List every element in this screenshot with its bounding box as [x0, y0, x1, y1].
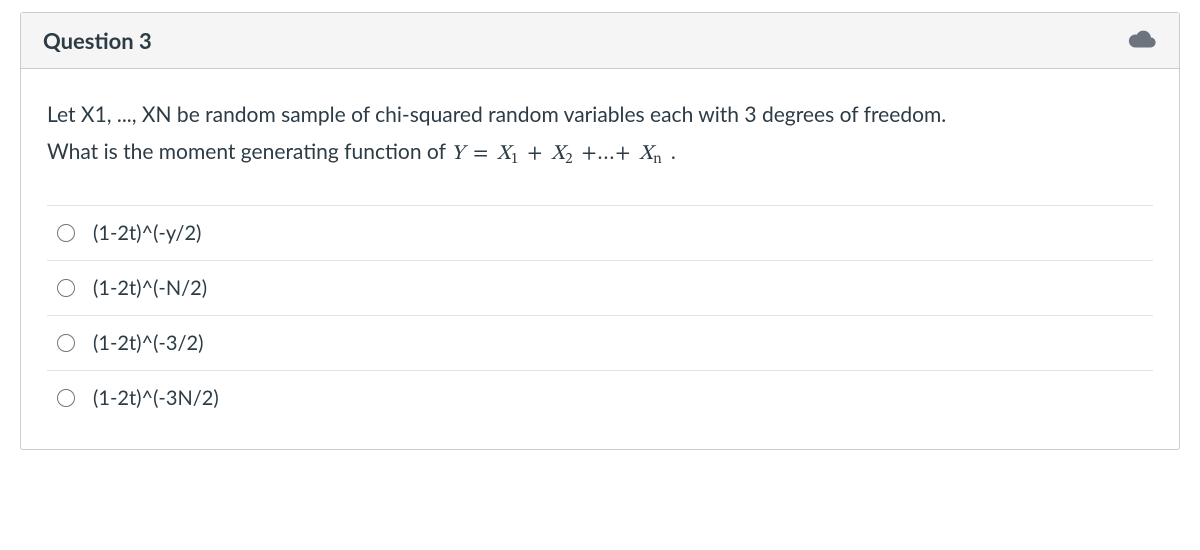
formula-sub2: 2	[565, 151, 572, 167]
prompt-prefix: What is the moment generating function o…	[47, 139, 451, 164]
option-row[interactable]: (1-2t)^(-y/2)	[47, 205, 1153, 260]
formula-period: .	[667, 143, 680, 164]
question-body: Let X1, ..., XN be random sample of chi-…	[21, 69, 1179, 449]
option-label: (1-2t)^(-3N/2)	[93, 386, 219, 410]
option-row[interactable]: (1-2t)^(-3/2)	[47, 315, 1153, 370]
formula-subn: n	[653, 151, 662, 167]
option-label: (1-2t)^(-N/2)	[93, 276, 207, 300]
formula-dots: +…+	[578, 143, 635, 164]
option-radio-4[interactable]	[57, 389, 75, 407]
option-radio-1[interactable]	[57, 224, 75, 242]
options-list: (1-2t)^(-y/2) (1-2t)^(-N/2) (1-2t)^(-3/2…	[47, 205, 1153, 439]
formula-sub1: 1	[511, 151, 518, 167]
option-radio-3[interactable]	[57, 334, 75, 352]
option-label: (1-2t)^(-y/2)	[93, 221, 201, 245]
prompt-line-1: Let X1, ..., XN be random sample of chi-…	[47, 99, 1153, 132]
formula-X2: X	[551, 143, 565, 164]
option-label: (1-2t)^(-3/2)	[93, 331, 203, 355]
question-title: Question 3	[43, 27, 152, 54]
formula-Xn: X	[639, 143, 653, 164]
formula-eq: =	[469, 143, 492, 164]
formula-X1: X	[497, 143, 511, 164]
option-radio-2[interactable]	[57, 279, 75, 297]
question-header: Question 3	[21, 13, 1179, 69]
formula-Y: Y	[451, 143, 464, 164]
cloud-icon	[1127, 29, 1157, 53]
question-card: Question 3 Let X1, ..., XN be random sam…	[20, 12, 1180, 450]
formula: Y = X1 + X2 +…+ Xn .	[451, 143, 680, 164]
prompt-line-2: What is the moment generating function o…	[47, 136, 1153, 172]
option-row[interactable]: (1-2t)^(-3N/2)	[47, 370, 1153, 425]
formula-plus1: +	[523, 143, 546, 164]
option-row[interactable]: (1-2t)^(-N/2)	[47, 260, 1153, 315]
